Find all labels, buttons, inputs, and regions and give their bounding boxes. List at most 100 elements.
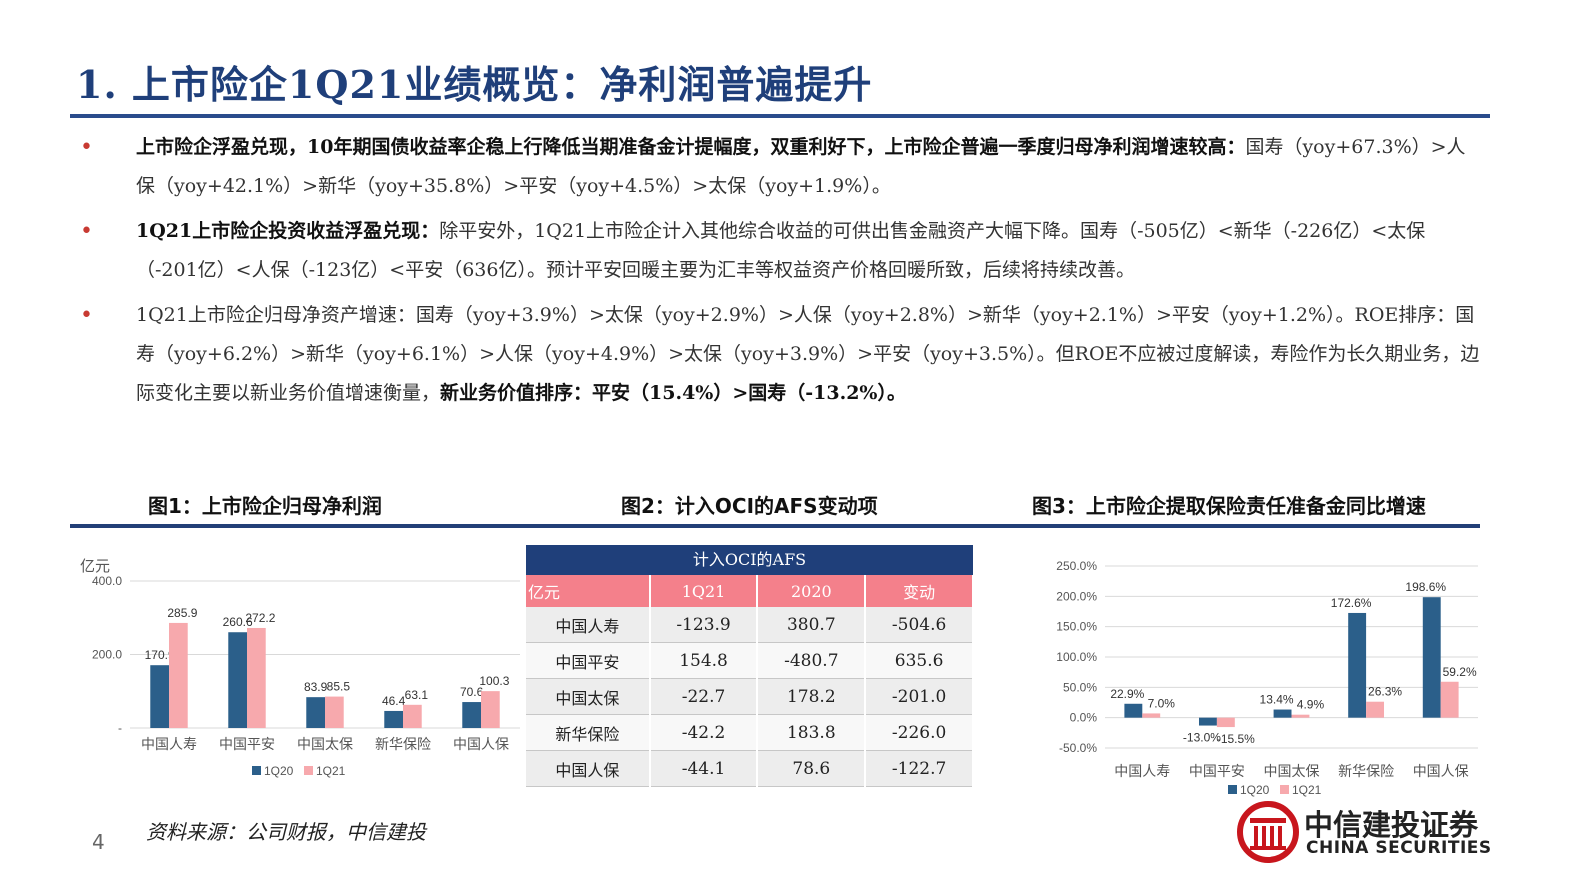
x-tick-label: 中国平安 bbox=[219, 736, 275, 752]
bar-1q21 bbox=[325, 696, 344, 728]
legend-swatch bbox=[1228, 785, 1237, 794]
data-label: 198.6% bbox=[1405, 580, 1446, 594]
afs-col-2020: 2020 bbox=[757, 575, 867, 607]
x-tick-label: 新华保险 bbox=[375, 736, 431, 752]
data-label: 100.3 bbox=[479, 674, 509, 688]
fig1-title: 图1：上市险企归母净利润 bbox=[148, 494, 382, 518]
table-cell: 183.8 bbox=[757, 714, 867, 751]
afs-table-caption: 计入OCI的AFS bbox=[526, 545, 973, 575]
page-number: 4 bbox=[92, 830, 105, 854]
data-label: 26.3% bbox=[1368, 685, 1402, 699]
chart-reserve-growth: 250.0% 200.0% 150.0% 100.0% 50.0% 0.0% -50.0% 2… bbox=[1030, 545, 1485, 800]
table-cell: 中国太保 bbox=[526, 678, 651, 715]
bar-1q21 bbox=[481, 691, 500, 728]
bar-1q20 bbox=[1273, 709, 1292, 718]
bullet-list: • 上市险企浮盈兑现，10年期国债收益率企稳上行降低当期准备金计提幅度，双重利好… bbox=[80, 128, 1480, 419]
bar-1q21 bbox=[1142, 713, 1161, 718]
bullet-text: 1Q21上市险企归母净资产增速：国寿（yoy+3.9%）>太保（yoy+2.9%… bbox=[136, 304, 1480, 404]
table-cell: 154.8 bbox=[649, 642, 759, 679]
y-tick-label: 250.0% bbox=[1056, 559, 1097, 573]
y-tick-label: 100.0% bbox=[1056, 650, 1097, 664]
y-tick-label: 50.0% bbox=[1063, 680, 1097, 694]
bar-1q20 bbox=[150, 665, 169, 728]
table-cell: -122.7 bbox=[865, 750, 974, 787]
table-row: 中国平安 154.8 -480.7 635.6 bbox=[526, 642, 974, 679]
table-cell: -504.6 bbox=[865, 607, 974, 643]
slide-title: 1. 上市险企1Q21业绩概览：净利润普遍提升 bbox=[76, 62, 873, 107]
x-tick-label: 新华保险 bbox=[1338, 763, 1394, 779]
bar-1q21 bbox=[1366, 701, 1385, 718]
legend-swatch bbox=[1280, 785, 1289, 794]
table-cell: -201.0 bbox=[865, 678, 974, 715]
bar-1q20 bbox=[228, 632, 247, 728]
bar-1q21 bbox=[403, 704, 422, 728]
citic-logo-icon bbox=[1237, 801, 1299, 863]
logo-name: 中信建投证券 bbox=[1304, 808, 1479, 842]
table-cell: 中国人寿 bbox=[526, 607, 651, 643]
chart-net-profit: 亿元 400.0 200.0 - 170.9 285.9 中国人寿 260.6 272.2 中国平… bbox=[70, 545, 520, 785]
table-cell: -22.7 bbox=[649, 678, 759, 715]
y-tick-label: 200.0 bbox=[92, 648, 122, 662]
table-cell: -44.1 bbox=[649, 750, 759, 787]
bullet-bold: 新业务价值排序：平安（15.4%）>国寿（-13.2%）。 bbox=[440, 382, 906, 404]
table-cell: -480.7 bbox=[757, 642, 867, 679]
legend-label: 1Q21 bbox=[1292, 783, 1322, 797]
bar-1q21 bbox=[1291, 714, 1310, 718]
table-cell: 中国平安 bbox=[526, 642, 651, 679]
y-tick-label: - bbox=[118, 721, 122, 735]
legend-swatch bbox=[252, 766, 261, 775]
y-tick-label: 400.0 bbox=[92, 574, 122, 588]
data-label: -13.0% bbox=[1183, 731, 1221, 745]
x-tick-label: 中国太保 bbox=[297, 736, 353, 752]
table-cell: 中国人保 bbox=[526, 750, 651, 787]
table-row: 中国太保 -22.7 178.2 -201.0 bbox=[526, 678, 974, 715]
bar-1q21 bbox=[1216, 717, 1235, 728]
bar-1q20 bbox=[1422, 597, 1441, 718]
data-label: 22.9% bbox=[1110, 687, 1144, 701]
afs-table: 计入OCI的AFS 亿元 1Q21 2020 变动 中国人寿 -123.9 38… bbox=[526, 545, 974, 787]
afs-col-unit: 亿元 bbox=[526, 575, 651, 607]
bullet-text: 除平安外，1Q21上市险企计入其他综合收益的可供出售金融资产大幅下降。国寿（-5… bbox=[136, 220, 1426, 281]
table-row: 新华保险 -42.2 183.8 -226.0 bbox=[526, 714, 974, 751]
x-tick-label: 中国人寿 bbox=[1114, 763, 1170, 779]
data-label: 83.9 bbox=[304, 680, 328, 694]
bullet-bold: 1Q21上市险企投资收益浮盈兑现： bbox=[136, 220, 440, 242]
bar-1q20 bbox=[306, 697, 325, 728]
x-tick-label: 中国人保 bbox=[453, 736, 509, 752]
bar-1q20 bbox=[1348, 612, 1367, 718]
x-tick-label: 中国人寿 bbox=[141, 736, 197, 752]
bullet-item: • 上市险企浮盈兑现，10年期国债收益率企稳上行降低当期准备金计提幅度，双重利好… bbox=[80, 128, 1480, 206]
fig2-title: 图2：计入OCI的AFS变动项 bbox=[621, 494, 878, 518]
table-row: 中国人寿 -123.9 380.7 -504.6 bbox=[526, 607, 974, 643]
data-label: 172.6% bbox=[1331, 596, 1372, 610]
afs-col-1q21: 1Q21 bbox=[649, 575, 759, 607]
table-cell: -123.9 bbox=[649, 607, 759, 643]
x-tick-label: 中国人保 bbox=[1413, 763, 1469, 779]
data-label: 13.4% bbox=[1260, 693, 1294, 707]
table-cell: 78.6 bbox=[757, 750, 867, 787]
data-label: 285.9 bbox=[167, 606, 197, 620]
bullet-dot-icon: • bbox=[80, 219, 93, 244]
bullet-dot-icon: • bbox=[80, 303, 93, 328]
data-label: 59.2% bbox=[1443, 665, 1477, 679]
bar-1q20 bbox=[462, 702, 481, 728]
data-label: -15.5% bbox=[1217, 732, 1255, 746]
bar-1q20 bbox=[1198, 717, 1217, 726]
legend-label: 1Q21 bbox=[316, 764, 346, 778]
data-label: 4.9% bbox=[1297, 698, 1325, 712]
title-rule bbox=[70, 114, 1490, 118]
legend-label: 1Q20 bbox=[264, 764, 294, 778]
bullet-bold: 上市险企浮盈兑现，10年期国债收益率企稳上行降低当期准备金计提幅度，双重利好下，… bbox=[136, 136, 1246, 158]
source-note: 资料来源：公司财报，中信建投 bbox=[146, 820, 426, 844]
bullet-text: 国寿（yoy+67.3%）>人保（yoy+42.1%）>新华（yoy+35.8%… bbox=[136, 136, 1466, 197]
bar-1q21 bbox=[169, 622, 188, 728]
figures-rule bbox=[70, 524, 1480, 528]
data-label: 70.6 bbox=[460, 685, 484, 699]
bullet-item: • 1Q21上市险企投资收益浮盈兑现：除平安外，1Q21上市险企计入其他综合收益… bbox=[80, 212, 1480, 290]
y-tick-label: 150.0% bbox=[1056, 620, 1097, 634]
table-cell: 178.2 bbox=[757, 678, 867, 715]
y-tick-label: -50.0% bbox=[1059, 741, 1097, 755]
data-label: 260.6 bbox=[223, 615, 253, 629]
data-label: 272.2 bbox=[245, 611, 275, 625]
